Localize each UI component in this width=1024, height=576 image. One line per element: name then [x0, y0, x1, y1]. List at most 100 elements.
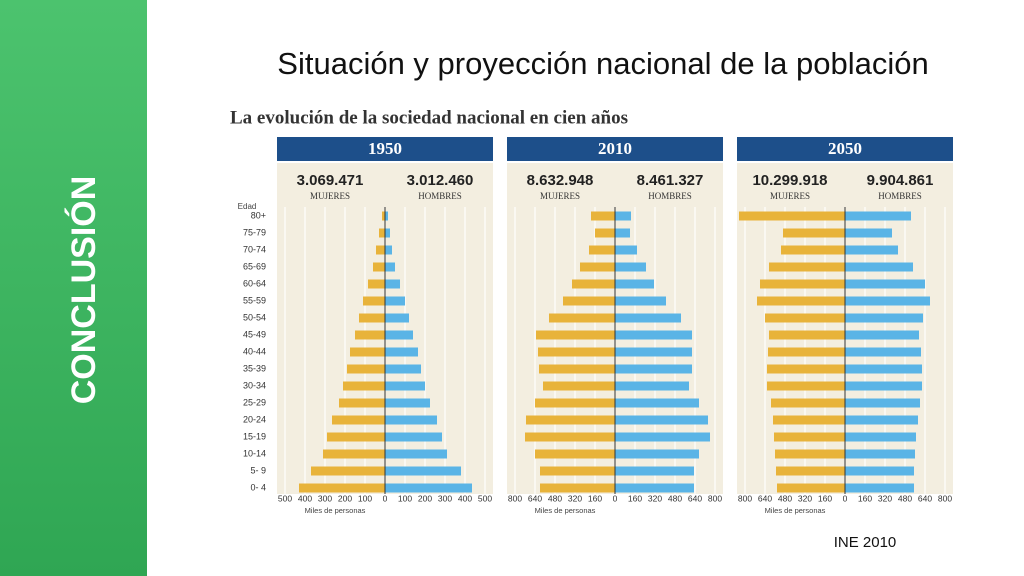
x-axis-label: Miles de personas — [765, 506, 826, 515]
bar — [540, 483, 615, 493]
bar — [536, 330, 615, 340]
bar — [572, 279, 615, 289]
bar — [525, 432, 615, 442]
bar — [845, 381, 922, 391]
bar — [350, 347, 385, 357]
x-tick-label: 640 — [758, 493, 772, 503]
legend-label: HOMBRES — [878, 191, 922, 201]
bar — [774, 432, 845, 442]
x-tick-label: 200 — [338, 493, 352, 503]
bar — [385, 245, 392, 255]
y-tick-label: 5- 9 — [250, 465, 266, 475]
bar — [355, 330, 385, 340]
y-tick-label: 10-14 — [243, 448, 266, 458]
bar — [589, 245, 615, 255]
bar — [845, 449, 915, 459]
bar — [767, 381, 845, 391]
x-tick-label: 100 — [398, 493, 412, 503]
x-tick-label: 480 — [548, 493, 562, 503]
total: 3.069.471 — [297, 172, 364, 189]
panel-title: 2050 — [828, 139, 862, 158]
bar — [385, 313, 409, 323]
bar — [769, 262, 845, 272]
y-tick-label: 65-69 — [243, 261, 266, 271]
bar — [615, 449, 699, 459]
x-tick-label: 480 — [668, 493, 682, 503]
panel-title: 1950 — [368, 139, 402, 158]
bar — [385, 330, 413, 340]
bar — [385, 262, 395, 272]
bar — [845, 398, 920, 408]
y-tick-label: 0- 4 — [250, 482, 266, 492]
bar — [776, 466, 845, 476]
bar — [845, 432, 916, 442]
bar — [539, 364, 615, 374]
bar — [376, 245, 385, 255]
bar — [768, 347, 845, 357]
bar — [615, 347, 692, 357]
bar — [385, 228, 390, 238]
bar — [615, 211, 631, 221]
total: 8.632.948 — [527, 172, 594, 189]
bar — [379, 228, 385, 238]
bar — [777, 483, 845, 493]
bar — [771, 398, 845, 408]
bar — [373, 262, 385, 272]
bar — [773, 415, 845, 425]
x-tick-label: 480 — [778, 493, 792, 503]
x-tick-label: 160 — [858, 493, 872, 503]
side-panel — [0, 0, 147, 576]
x-tick-label: 800 — [738, 493, 752, 503]
y-tick-label: 25-29 — [243, 397, 266, 407]
bar — [615, 296, 666, 306]
bar — [363, 296, 385, 306]
y-tick-label: 30-34 — [243, 380, 266, 390]
x-tick-label: 800 — [708, 493, 722, 503]
bar — [595, 228, 615, 238]
bar — [845, 347, 921, 357]
bar — [615, 398, 699, 408]
bar — [311, 466, 385, 476]
bar — [845, 262, 913, 272]
x-tick-label: 160 — [628, 493, 642, 503]
bar — [535, 398, 615, 408]
panel-header — [737, 137, 953, 161]
bar — [615, 330, 692, 340]
y-tick-label: 45-49 — [243, 329, 266, 339]
bar — [526, 415, 615, 425]
x-tick-label: 320 — [568, 493, 582, 503]
x-tick-label: 0 — [843, 493, 848, 503]
x-tick-label: 300 — [318, 493, 332, 503]
x-tick-label: 800 — [508, 493, 522, 503]
bar — [615, 279, 654, 289]
bar — [767, 364, 845, 374]
bar — [385, 381, 425, 391]
bar — [591, 211, 615, 221]
total: 8.461.327 — [637, 172, 704, 189]
x-tick-label: 400 — [458, 493, 472, 503]
bar — [615, 364, 692, 374]
bar — [540, 466, 615, 476]
x-tick-label: 320 — [878, 493, 892, 503]
bar — [327, 432, 385, 442]
bar — [775, 449, 845, 459]
bar — [615, 228, 630, 238]
bar — [615, 432, 710, 442]
panel-title: 2010 — [598, 139, 632, 158]
bar — [385, 347, 418, 357]
bar — [615, 415, 708, 425]
x-tick-label: 200 — [418, 493, 432, 503]
x-tick-label: 500 — [278, 493, 292, 503]
bar — [845, 483, 914, 493]
side-label: CONCLUSIÓN — [65, 176, 103, 405]
bar — [845, 313, 923, 323]
bar — [538, 347, 615, 357]
bar — [368, 279, 385, 289]
bar — [535, 449, 615, 459]
x-tick-label: 320 — [798, 493, 812, 503]
x-tick-label: 640 — [528, 493, 542, 503]
figure-title: La evolución de la sociedad nacional en … — [230, 107, 628, 128]
bar — [299, 483, 385, 493]
y-tick-label: 55-59 — [243, 295, 266, 305]
bar — [543, 381, 615, 391]
